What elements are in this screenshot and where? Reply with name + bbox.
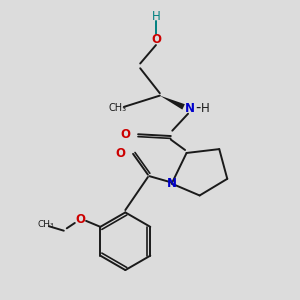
Text: O: O <box>121 128 130 141</box>
Text: O: O <box>116 147 126 161</box>
Text: CH₃: CH₃ <box>108 103 126 113</box>
Text: H: H <box>152 10 160 23</box>
Text: O: O <box>151 33 161 46</box>
Text: N: N <box>184 102 194 115</box>
Polygon shape <box>160 96 185 110</box>
Text: CH₃: CH₃ <box>38 220 54 229</box>
Text: -: - <box>195 100 200 115</box>
Text: N: N <box>167 177 177 190</box>
Text: O: O <box>75 213 85 226</box>
Text: H: H <box>201 102 209 115</box>
